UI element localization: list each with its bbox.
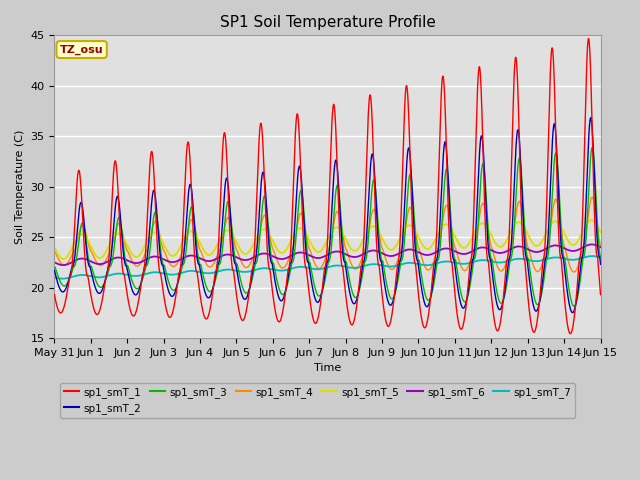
sp1_smT_2 — [390, 294, 398, 300]
sp1_smT_2 — [568, 310, 576, 315]
Line: sp1_smT_1: sp1_smT_1 — [54, 38, 600, 334]
sp1_smT_1 — [168, 313, 175, 319]
sp1_smT_7 — [51, 275, 58, 280]
sp1_smT_4 — [596, 243, 604, 249]
sp1_smT_2 — [545, 224, 552, 230]
sp1_smT_6 — [204, 258, 211, 264]
sp1_smT_6 — [390, 252, 398, 258]
sp1_smT_7 — [204, 270, 211, 276]
sp1_smT_1 — [566, 331, 574, 336]
sp1_smT_4 — [588, 194, 596, 200]
sp1_smT_3 — [588, 144, 596, 150]
sp1_smT_1 — [596, 292, 604, 298]
sp1_smT_5 — [51, 244, 58, 250]
sp1_smT_1 — [545, 126, 552, 132]
sp1_smT_7 — [390, 264, 398, 269]
sp1_smT_6 — [596, 244, 604, 250]
sp1_smT_2 — [381, 282, 388, 288]
Line: sp1_smT_4: sp1_smT_4 — [54, 197, 600, 272]
Line: sp1_smT_2: sp1_smT_2 — [54, 118, 600, 312]
sp1_smT_6 — [588, 241, 596, 247]
Line: sp1_smT_5: sp1_smT_5 — [54, 220, 600, 259]
sp1_smT_1 — [596, 290, 604, 296]
sp1_smT_5 — [204, 252, 211, 257]
sp1_smT_6 — [60, 262, 67, 268]
sp1_smT_1 — [381, 312, 388, 317]
sp1_smT_7 — [168, 272, 175, 277]
sp1_smT_4 — [545, 238, 552, 244]
sp1_smT_3 — [570, 303, 578, 309]
sp1_smT_7 — [588, 253, 596, 259]
sp1_smT_3 — [596, 253, 604, 259]
sp1_smT_6 — [545, 244, 552, 250]
sp1_smT_5 — [545, 225, 552, 230]
sp1_smT_4 — [381, 252, 388, 258]
sp1_smT_3 — [168, 286, 175, 291]
sp1_smT_2 — [596, 260, 604, 266]
sp1_smT_1 — [51, 291, 58, 297]
sp1_smT_2 — [587, 115, 595, 120]
sp1_smT_2 — [596, 262, 604, 267]
sp1_smT_5 — [588, 217, 595, 223]
sp1_smT_6 — [596, 244, 604, 250]
sp1_smT_3 — [545, 249, 552, 254]
Line: sp1_smT_6: sp1_smT_6 — [54, 244, 600, 265]
sp1_smT_4 — [390, 265, 398, 271]
sp1_smT_5 — [596, 229, 604, 235]
sp1_smT_2 — [51, 267, 58, 273]
sp1_smT_4 — [570, 269, 578, 275]
Legend: sp1_smT_1, sp1_smT_2, sp1_smT_3, sp1_smT_4, sp1_smT_5, sp1_smT_6, sp1_smT_7: sp1_smT_1, sp1_smT_2, sp1_smT_3, sp1_smT… — [60, 383, 575, 418]
sp1_smT_5 — [596, 229, 604, 235]
sp1_smT_2 — [203, 294, 211, 300]
sp1_smT_6 — [168, 259, 175, 265]
sp1_smT_4 — [168, 263, 175, 268]
sp1_smT_4 — [51, 249, 58, 254]
Title: SP1 Soil Temperature Profile: SP1 Soil Temperature Profile — [220, 15, 435, 30]
sp1_smT_1 — [203, 316, 211, 322]
sp1_smT_3 — [381, 270, 388, 276]
sp1_smT_7 — [596, 254, 604, 260]
sp1_smT_5 — [168, 253, 175, 259]
Text: TZ_osu: TZ_osu — [60, 45, 104, 55]
sp1_smT_2 — [168, 293, 175, 299]
sp1_smT_3 — [51, 264, 58, 270]
sp1_smT_7 — [545, 255, 552, 261]
sp1_smT_1 — [585, 36, 593, 41]
sp1_smT_3 — [203, 285, 211, 291]
X-axis label: Time: Time — [314, 363, 341, 373]
sp1_smT_3 — [596, 254, 604, 260]
sp1_smT_5 — [60, 256, 67, 262]
sp1_smT_6 — [51, 260, 58, 265]
sp1_smT_6 — [381, 252, 388, 257]
sp1_smT_7 — [596, 254, 604, 260]
Line: sp1_smT_7: sp1_smT_7 — [54, 256, 600, 279]
sp1_smT_1 — [390, 295, 398, 300]
Line: sp1_smT_3: sp1_smT_3 — [54, 147, 600, 306]
sp1_smT_4 — [203, 262, 211, 268]
sp1_smT_7 — [381, 263, 388, 269]
sp1_smT_7 — [59, 276, 67, 282]
sp1_smT_4 — [596, 242, 604, 248]
sp1_smT_5 — [390, 245, 398, 251]
sp1_smT_3 — [390, 293, 398, 299]
sp1_smT_5 — [381, 240, 388, 246]
Y-axis label: Soil Temperature (C): Soil Temperature (C) — [15, 130, 25, 244]
